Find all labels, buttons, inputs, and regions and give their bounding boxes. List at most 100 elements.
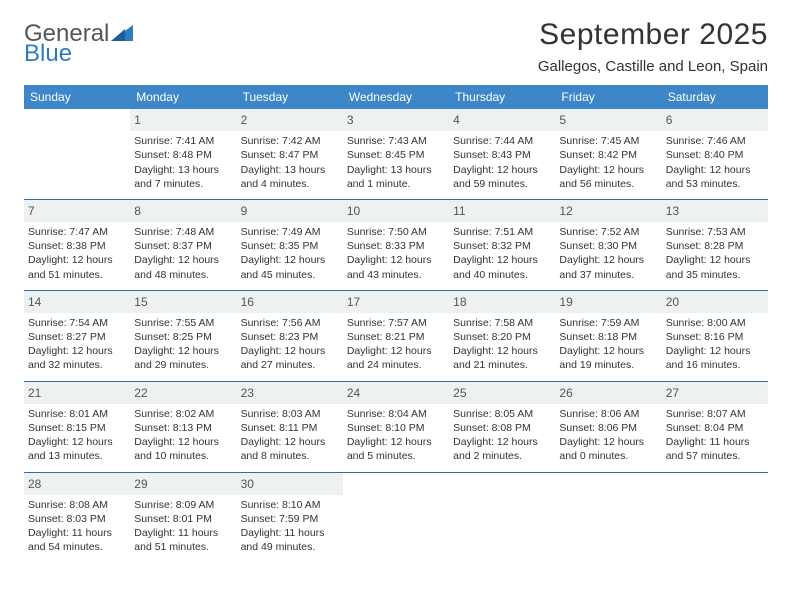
day-number: 23 [237, 382, 343, 404]
cell-line: Sunrise: 8:02 AM [134, 407, 232, 421]
cell-line: Daylight: 12 hours [134, 344, 232, 358]
cell-line: and 32 minutes. [28, 358, 126, 372]
cell-line: Sunrise: 7:44 AM [453, 134, 551, 148]
cell-line: Sunset: 8:33 PM [347, 239, 445, 253]
header-row: General Blue September 2025 Gallegos, Ca… [24, 18, 768, 75]
cell-line: Daylight: 13 hours [347, 163, 445, 177]
day-number: 7 [24, 200, 130, 222]
cell-line: Daylight: 12 hours [666, 163, 764, 177]
day-number: 19 [555, 291, 661, 313]
calendar-cell: 8Sunrise: 7:48 AMSunset: 8:37 PMDaylight… [130, 200, 236, 290]
calendar-cell: 26Sunrise: 8:06 AMSunset: 8:06 PMDayligh… [555, 382, 661, 472]
calendar-cell: 19Sunrise: 7:59 AMSunset: 8:18 PMDayligh… [555, 291, 661, 381]
calendar-cell [662, 473, 768, 563]
cell-line: Sunrise: 7:47 AM [28, 225, 126, 239]
cell-line: Sunrise: 7:51 AM [453, 225, 551, 239]
title-block: September 2025 Gallegos, Castille and Le… [538, 18, 768, 75]
day-number: 27 [662, 382, 768, 404]
cell-line: and 24 minutes. [347, 358, 445, 372]
cell-line: Sunset: 8:20 PM [453, 330, 551, 344]
calendar-cell: 17Sunrise: 7:57 AMSunset: 8:21 PMDayligh… [343, 291, 449, 381]
weekday-label: Tuesday [237, 85, 343, 109]
calendar-week: 28Sunrise: 8:08 AMSunset: 8:03 PMDayligh… [24, 473, 768, 563]
calendar-cell: 16Sunrise: 7:56 AMSunset: 8:23 PMDayligh… [237, 291, 343, 381]
day-number: 16 [237, 291, 343, 313]
logo: General Blue [24, 18, 133, 66]
cell-line: Daylight: 12 hours [28, 344, 126, 358]
cell-line: and 0 minutes. [559, 449, 657, 463]
cell-line: Sunrise: 8:09 AM [134, 498, 232, 512]
calendar-cell: 6Sunrise: 7:46 AMSunset: 8:40 PMDaylight… [662, 109, 768, 199]
cell-line: and 48 minutes. [134, 268, 232, 282]
day-number: 14 [24, 291, 130, 313]
weekday-label: Sunday [24, 85, 130, 109]
day-number: 29 [130, 473, 236, 495]
cell-line: Sunset: 8:32 PM [453, 239, 551, 253]
cell-line: Daylight: 12 hours [559, 435, 657, 449]
cell-line: and 40 minutes. [453, 268, 551, 282]
calendar-cell: 21 Sunrise: 8:01 AMSunset: 8:15 PMDayligh… [24, 382, 130, 472]
cell-line: Daylight: 13 hours [241, 163, 339, 177]
cell-line: Sunrise: 7:41 AM [134, 134, 232, 148]
weekday-label: Wednesday [343, 85, 449, 109]
cell-line: Sunrise: 8:01 AM [28, 407, 126, 421]
cell-line: Sunset: 8:18 PM [559, 330, 657, 344]
cell-line: Daylight: 12 hours [28, 435, 126, 449]
day-number: 17 [343, 291, 449, 313]
cell-line: Sunset: 8:27 PM [28, 330, 126, 344]
calendar-cell [449, 473, 555, 563]
day-number: 2 [237, 109, 343, 131]
day-number: 28 [24, 473, 130, 495]
location: Gallegos, Castille and Leon, Spain [538, 58, 768, 75]
calendar-cell: 29Sunrise: 8:09 AMSunset: 8:01 PMDayligh… [130, 473, 236, 563]
calendar-cell: 9Sunrise: 7:49 AMSunset: 8:35 PMDaylight… [237, 200, 343, 290]
calendar-cell: 30Sunrise: 8:10 AMSunset: 7:59 PMDayligh… [237, 473, 343, 563]
cell-line: and 2 minutes. [453, 449, 551, 463]
cell-line: Sunset: 8:03 PM [28, 512, 126, 526]
calendar-cell [555, 473, 661, 563]
cell-line: Daylight: 12 hours [453, 163, 551, 177]
cell-line: Sunrise: 8:07 AM [666, 407, 764, 421]
day-number: 21 [24, 382, 130, 404]
cell-line: Sunrise: 8:05 AM [453, 407, 551, 421]
cell-line: Sunset: 8:15 PM [28, 421, 126, 435]
cell-line: Sunset: 8:40 PM [666, 148, 764, 162]
day-number [343, 473, 449, 495]
cell-line: Sunrise: 7:50 AM [347, 225, 445, 239]
cell-line: Sunrise: 7:53 AM [666, 225, 764, 239]
cell-line: Sunset: 8:48 PM [134, 148, 232, 162]
cell-line: and 51 minutes. [28, 268, 126, 282]
month-title: September 2025 [538, 18, 768, 52]
cell-line: Sunset: 8:13 PM [134, 421, 232, 435]
day-number: 3 [343, 109, 449, 131]
cell-line: Sunrise: 7:48 AM [134, 225, 232, 239]
cell-line: and 19 minutes. [559, 358, 657, 372]
cell-line: Sunrise: 7:58 AM [453, 316, 551, 330]
cell-line: Daylight: 12 hours [559, 163, 657, 177]
cell-line: Sunset: 8:10 PM [347, 421, 445, 435]
calendar-cell: 7Sunrise: 7:47 AMSunset: 8:38 PMDaylight… [24, 200, 130, 290]
calendar-cell: 27Sunrise: 8:07 AMSunset: 8:04 PMDayligh… [662, 382, 768, 472]
cell-line: Sunrise: 7:57 AM [347, 316, 445, 330]
calendar-cell: 14Sunrise: 7:54 AMSunset: 8:27 PMDayligh… [24, 291, 130, 381]
cell-line: and 16 minutes. [666, 358, 764, 372]
day-number [24, 109, 130, 131]
cell-line: Daylight: 12 hours [666, 344, 764, 358]
day-number: 25 [449, 382, 555, 404]
cell-line: Daylight: 11 hours [666, 435, 764, 449]
cell-line: Sunrise: 8:10 AM [241, 498, 339, 512]
cell-line: Sunset: 8:01 PM [134, 512, 232, 526]
calendar-cell: 12Sunrise: 7:52 AMSunset: 8:30 PMDayligh… [555, 200, 661, 290]
calendar-week: 7Sunrise: 7:47 AMSunset: 8:38 PMDaylight… [24, 200, 768, 291]
cell-line: and 35 minutes. [666, 268, 764, 282]
cell-line: Daylight: 12 hours [453, 435, 551, 449]
day-number [449, 473, 555, 495]
calendar-cell: 5Sunrise: 7:45 AMSunset: 8:42 PMDaylight… [555, 109, 661, 199]
cell-line: Sunset: 8:16 PM [666, 330, 764, 344]
calendar-cell: 18Sunrise: 7:58 AMSunset: 8:20 PMDayligh… [449, 291, 555, 381]
cell-line: and 8 minutes. [241, 449, 339, 463]
day-number: 22 [130, 382, 236, 404]
day-number [662, 473, 768, 495]
cell-line: Sunrise: 8:00 AM [666, 316, 764, 330]
cell-line: Daylight: 12 hours [559, 253, 657, 267]
